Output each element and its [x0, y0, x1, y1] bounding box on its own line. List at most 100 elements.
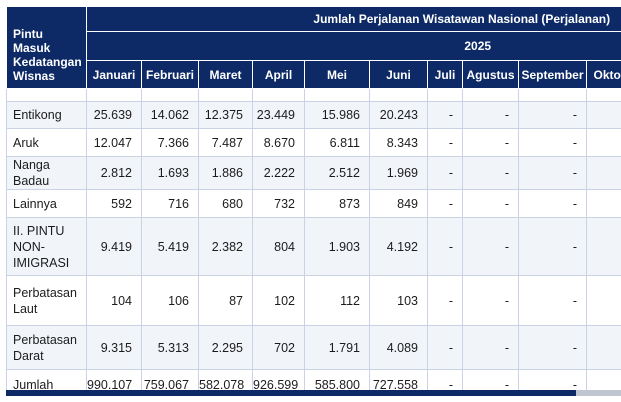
table-cell: - [462, 217, 519, 276]
table-cell: 8.670 [252, 128, 305, 157]
table-cell: - [585, 128, 621, 157]
month-header[interactable]: Juli [427, 60, 463, 89]
table-row: II. PINTU NON-IMIGRASI 9.419 5.419 2.382 804… [6, 217, 621, 276]
month-header[interactable]: September [518, 60, 587, 89]
row-label: II. PINTU NON-IMIGRASI [6, 217, 87, 276]
table-cell: 680 [198, 189, 253, 218]
table-cell: 2.382 [198, 217, 253, 276]
table-cell: 1.903 [304, 217, 370, 276]
table-cell: 2.812 [86, 156, 142, 190]
row-label: Jumlah [6, 369, 87, 396]
month-header[interactable]: Maret [198, 60, 253, 89]
table-cell: 1.969 [369, 156, 428, 190]
month-header[interactable]: Februari [141, 60, 199, 89]
table-row: Perbatasan Darat 9.315 5.313 2.295 702 1.791 4… [6, 325, 621, 370]
table-cell: 7.366 [141, 128, 199, 157]
table-cell: - [585, 189, 621, 218]
table-cell: 716 [141, 189, 199, 218]
scrollbar-track[interactable] [6, 390, 576, 396]
table-cell: - [462, 325, 519, 370]
table-cell: 7.487 [198, 128, 253, 157]
table-cell: 25.639 [86, 101, 142, 129]
table-cell: - [427, 101, 463, 129]
table-cell: - [518, 156, 587, 190]
table-cell: - [518, 189, 587, 218]
data-table: Pintu Masuk Kedatangan Wisnas Jumlah Per… [6, 6, 621, 396]
table-cell: 727.558 [369, 369, 428, 396]
table-cell: 732 [252, 189, 305, 218]
table-cell: 87 [198, 275, 253, 326]
group-header: Jumlah Perjalanan Wisatawan Nasional (Pe… [85, 6, 621, 32]
table-cell: - [427, 325, 463, 370]
table-cell: 1.693 [141, 156, 199, 190]
table-cell: 8.343 [369, 128, 428, 157]
row-label: Aruk [6, 128, 87, 157]
scrollbar-rest[interactable] [576, 390, 621, 396]
table-cell: - [518, 128, 587, 157]
table-cell: - [427, 275, 463, 326]
month-header[interactable]: Oktober [585, 60, 621, 89]
table-cell: 23.449 [252, 101, 305, 129]
table-cell: 702 [252, 325, 305, 370]
table-cell: 2.512 [304, 156, 370, 190]
table-cell: 5.313 [141, 325, 199, 370]
table-row: Nanga Badau 2.812 1.693 1.886 2.222 2.512 1.96… [6, 156, 621, 190]
corner-header: Pintu Masuk Kedatangan Wisnas [6, 6, 87, 89]
table-cell: 103 [369, 275, 428, 326]
row-label: Entikong [6, 101, 87, 129]
table-cell: 873 [304, 189, 370, 218]
table-cell: 14.062 [141, 101, 199, 129]
table-cell: - [462, 189, 519, 218]
table-cell: 106 [141, 275, 199, 326]
table-cell: 4.089 [369, 325, 428, 370]
table-cell: 20.243 [369, 101, 428, 129]
table-cell: - [462, 128, 519, 157]
month-header[interactable]: Januari [86, 60, 142, 89]
table-cell: 9.419 [86, 217, 142, 276]
table-cell: - [427, 128, 463, 157]
table-cell: 849 [369, 189, 428, 218]
year-header: 2025 [85, 31, 621, 61]
table-cell: - [585, 275, 621, 326]
month-header[interactable]: Mei [304, 60, 370, 89]
table-cell: - [427, 217, 463, 276]
table-container: Pintu Masuk Kedatangan Wisnas Jumlah Per… [6, 6, 621, 396]
table-cell: - [518, 217, 587, 276]
table-cell: - [427, 156, 463, 190]
table-cell: 102 [252, 275, 305, 326]
table-cell: 2.295 [198, 325, 253, 370]
table-cell: 804 [252, 217, 305, 276]
table-cell: 5.419 [141, 217, 199, 276]
table-cell: 1.886 [198, 156, 253, 190]
month-header[interactable]: Juni [369, 60, 428, 89]
month-header[interactable]: Agustus [462, 60, 519, 89]
row-label: Nanga Badau [6, 156, 87, 190]
table-cell: - [585, 217, 621, 276]
table-cell: 2.222 [252, 156, 305, 190]
table-cell: 12.047 [86, 128, 142, 157]
table-cell: 1.791 [304, 325, 370, 370]
table-cell: - [518, 275, 587, 326]
table-row: Entikong 25.639 14.062 12.375 23.449 15.986 20… [6, 101, 621, 129]
table-cell: - [462, 156, 519, 190]
table-cell: - [585, 156, 621, 190]
table-cell: - [427, 189, 463, 218]
table-cell: - [585, 325, 621, 370]
table-cell: 592 [86, 189, 142, 218]
month-header[interactable]: April [252, 60, 305, 89]
table-cell: 4.192 [369, 217, 428, 276]
table-cell: - [585, 101, 621, 129]
table-cell: 15.986 [304, 101, 370, 129]
table-cell: - [518, 325, 587, 370]
spacer-row [6, 88, 621, 102]
table-cell: - [518, 101, 587, 129]
table-cell: - [462, 275, 519, 326]
table-cell: 9.315 [86, 325, 142, 370]
table-cell: 6.811 [304, 128, 370, 157]
row-label: Perbatasan Laut [6, 275, 87, 326]
table-cell: 104 [86, 275, 142, 326]
table-cell: 112 [304, 275, 370, 326]
